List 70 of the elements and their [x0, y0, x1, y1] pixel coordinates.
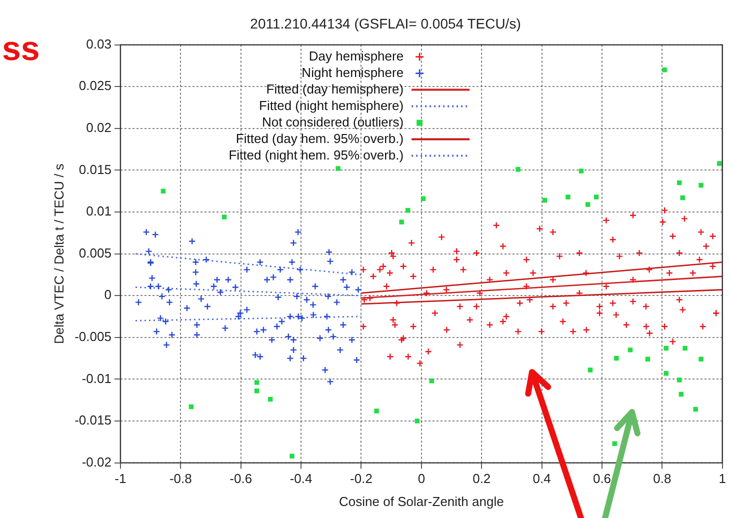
point: [566, 194, 570, 200]
legend-label: Night hemisphere: [302, 64, 404, 80]
legend-label: Fitted (day hem. 95% overb.): [236, 130, 404, 146]
legend-label: Fitted (night hem. 95% overb.): [228, 147, 404, 162]
x-tick-label: 0.4: [532, 471, 551, 486]
legend-label: Fitted (night hemisphere): [259, 98, 404, 113]
point: [222, 214, 227, 220]
point: [336, 166, 340, 171]
x-tick-label: -1: [114, 471, 126, 486]
chart-title: 2011.210.44134 (GSFLAI= 0.0054 TECU/s): [250, 15, 521, 32]
point: [406, 208, 410, 213]
x-tick-label: 0.2: [472, 471, 491, 486]
x-tick-label: -0.6: [230, 471, 252, 486]
point: [374, 408, 379, 414]
point: [717, 161, 722, 166]
point: [290, 454, 294, 458]
point: [678, 392, 684, 397]
point: [698, 356, 704, 362]
point: [612, 441, 618, 446]
point: [160, 188, 166, 194]
point: [188, 404, 194, 410]
point: [676, 180, 682, 186]
point: [676, 378, 682, 382]
x-axis-title: Cosine of Solar-Zenith angle: [339, 494, 504, 509]
x-tick-label: 0: [418, 471, 426, 486]
y-tick-label: -0.01: [82, 370, 112, 386]
legend-label: Not considered (outliers): [262, 114, 404, 130]
point: [664, 370, 668, 376]
point: [420, 196, 426, 201]
point: [588, 368, 593, 372]
point: [662, 68, 667, 72]
point: [268, 396, 273, 402]
y-tick-label: 0.03: [86, 36, 112, 52]
y-axis-title: Delta VTEC / Delta t / TECU / s: [51, 163, 66, 344]
point: [693, 406, 698, 412]
point: [254, 380, 260, 385]
point: [578, 168, 584, 174]
y-tick-label: 0.01: [86, 204, 112, 219]
point: [698, 182, 704, 188]
point: [680, 195, 686, 200]
x-tick-label: -0.2: [350, 471, 372, 486]
point: [628, 348, 633, 352]
y-tick-label: 0.025: [78, 78, 112, 94]
point: [585, 202, 590, 207]
legend-label: Day hemisphere: [308, 48, 404, 64]
x-tick-label: 0.8: [653, 471, 672, 486]
point: [254, 388, 260, 394]
y-tick-label: 0.005: [78, 245, 112, 260]
x-tick-label: 1: [718, 471, 726, 486]
point: [516, 166, 520, 172]
x-tick-label: 0.6: [592, 471, 612, 486]
point: [614, 356, 619, 361]
y-tick-label: 0: [104, 287, 112, 302]
x-tick-label: -0.4: [290, 471, 312, 486]
y-tick-label: 0.02: [86, 120, 112, 135]
y-tick-label: -0.005: [74, 328, 112, 344]
y-tick-label: -0.015: [74, 412, 112, 428]
legend-label: Fitted (day hemisphere): [266, 81, 404, 96]
point: [542, 198, 548, 203]
point: [429, 378, 434, 384]
x-tick-label: -0.8: [169, 471, 192, 486]
point: [414, 418, 420, 424]
point: [399, 220, 404, 224]
point: [682, 346, 688, 351]
y-tick-label: 0.015: [78, 162, 112, 177]
text: ss: [2, 30, 40, 69]
point: [645, 356, 650, 362]
point: [664, 346, 668, 351]
point: [594, 194, 599, 200]
y-tick-label: -0.02: [82, 454, 112, 470]
